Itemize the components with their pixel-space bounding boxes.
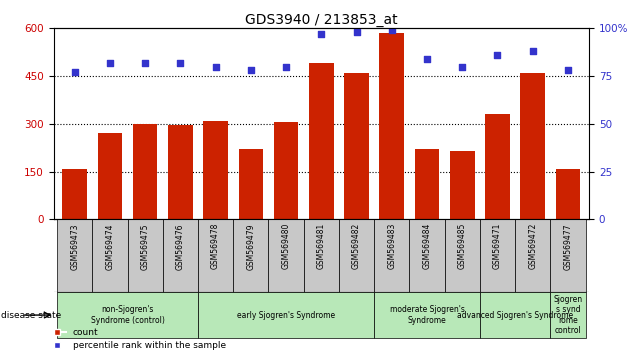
- Text: GSM569472: GSM569472: [528, 223, 537, 269]
- Bar: [550, 219, 585, 292]
- Point: [105, 60, 115, 65]
- Point: [70, 69, 80, 75]
- Bar: [304, 219, 339, 292]
- Text: disease state: disease state: [1, 310, 62, 320]
- Bar: [374, 292, 480, 338]
- Text: GSM569477: GSM569477: [563, 223, 573, 270]
- Point: [210, 64, 220, 69]
- Bar: [480, 292, 550, 338]
- Point: [175, 60, 185, 65]
- Bar: [239, 149, 263, 219]
- Bar: [520, 73, 545, 219]
- Text: moderate Sjogren's
Syndrome: moderate Sjogren's Syndrome: [389, 306, 464, 325]
- Bar: [57, 292, 198, 338]
- Point: [140, 60, 150, 65]
- Bar: [233, 219, 268, 292]
- Point: [352, 29, 362, 35]
- Bar: [163, 219, 198, 292]
- Point: [422, 56, 432, 62]
- Bar: [410, 219, 445, 292]
- Bar: [379, 33, 404, 219]
- Point: [281, 64, 291, 69]
- Bar: [127, 219, 163, 292]
- Bar: [515, 219, 550, 292]
- Text: GSM569482: GSM569482: [352, 223, 361, 269]
- Point: [528, 48, 538, 54]
- Text: GSM569481: GSM569481: [317, 223, 326, 269]
- Point: [246, 68, 256, 73]
- Bar: [274, 122, 299, 219]
- Bar: [485, 114, 510, 219]
- Bar: [550, 292, 585, 338]
- Text: early Sjogren's Syndrome: early Sjogren's Syndrome: [237, 310, 335, 320]
- Bar: [480, 219, 515, 292]
- Legend: count, percentile rank within the sample: count, percentile rank within the sample: [44, 324, 230, 354]
- Bar: [344, 73, 369, 219]
- Text: GSM569483: GSM569483: [387, 223, 396, 269]
- Text: GSM569474: GSM569474: [105, 223, 115, 270]
- Point: [493, 52, 503, 58]
- Bar: [339, 219, 374, 292]
- Bar: [57, 219, 93, 292]
- Bar: [93, 219, 127, 292]
- Bar: [309, 63, 334, 219]
- Text: GSM569484: GSM569484: [423, 223, 432, 269]
- Bar: [445, 219, 480, 292]
- Title: GDS3940 / 213853_at: GDS3940 / 213853_at: [245, 13, 398, 27]
- Text: Sjogren
s synd
rome
control: Sjogren s synd rome control: [553, 295, 583, 335]
- Bar: [198, 219, 233, 292]
- Text: GSM569479: GSM569479: [246, 223, 255, 270]
- Bar: [168, 126, 193, 219]
- Text: GSM569480: GSM569480: [282, 223, 290, 269]
- Text: GSM569476: GSM569476: [176, 223, 185, 270]
- Point: [563, 68, 573, 73]
- Text: GSM569473: GSM569473: [70, 223, 79, 270]
- Bar: [98, 133, 122, 219]
- Bar: [415, 149, 439, 219]
- Text: GSM569478: GSM569478: [211, 223, 220, 269]
- Text: GSM569475: GSM569475: [140, 223, 150, 270]
- Text: GSM569485: GSM569485: [458, 223, 467, 269]
- Text: GSM569471: GSM569471: [493, 223, 502, 269]
- Point: [316, 31, 326, 37]
- Point: [457, 64, 467, 69]
- Bar: [62, 169, 87, 219]
- Text: advanced Sjogren's Syndrome: advanced Sjogren's Syndrome: [457, 310, 573, 320]
- Bar: [556, 169, 580, 219]
- Bar: [133, 124, 158, 219]
- Bar: [203, 121, 228, 219]
- Text: non-Sjogren's
Syndrome (control): non-Sjogren's Syndrome (control): [91, 306, 164, 325]
- Bar: [198, 292, 374, 338]
- Bar: [268, 219, 304, 292]
- Bar: [450, 151, 474, 219]
- Point: [387, 27, 397, 33]
- Bar: [374, 219, 410, 292]
